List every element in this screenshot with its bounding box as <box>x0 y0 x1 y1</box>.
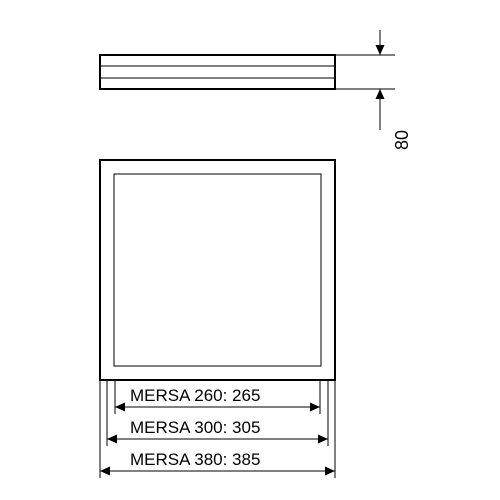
svg-text:MERSA 300: 305: MERSA 300: 305 <box>130 418 260 437</box>
technical-drawing: 80 MERSA 260: 265 MERSA 300: 305 MERSA 380:… <box>0 0 500 500</box>
svg-text:MERSA 380: 385: MERSA 380: 385 <box>130 450 260 469</box>
svg-text:MERSA 260: 265: MERSA 260: 265 <box>130 386 260 405</box>
svg-text:80: 80 <box>392 130 412 150</box>
